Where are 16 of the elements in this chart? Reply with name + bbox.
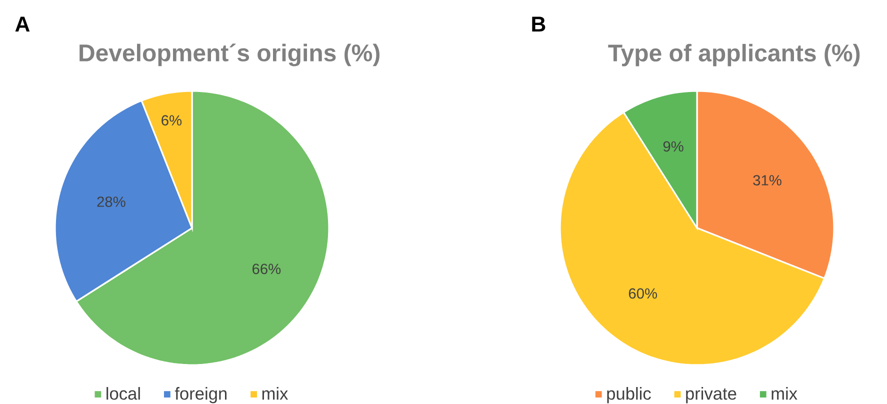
chart-title: Type of applicants (%) <box>608 44 860 66</box>
legend-label: public <box>607 387 651 404</box>
legend-label: mix <box>772 387 798 400</box>
text: B <box>532 16 546 32</box>
data-label: 31% <box>753 175 782 186</box>
text: A <box>15 16 30 32</box>
chart-title: Development´s origins (%) <box>80 44 380 66</box>
data-label: 28% <box>97 196 126 207</box>
legend-label: local <box>106 387 140 400</box>
legend-label: private <box>686 387 736 404</box>
legend-label: mix <box>262 387 288 400</box>
data-label: 9% <box>663 141 684 152</box>
data-label: 6% <box>162 115 182 126</box>
data-label: 66% <box>252 264 281 274</box>
legend-label: foreign <box>174 387 227 404</box>
data-label: 60% <box>628 288 658 299</box>
